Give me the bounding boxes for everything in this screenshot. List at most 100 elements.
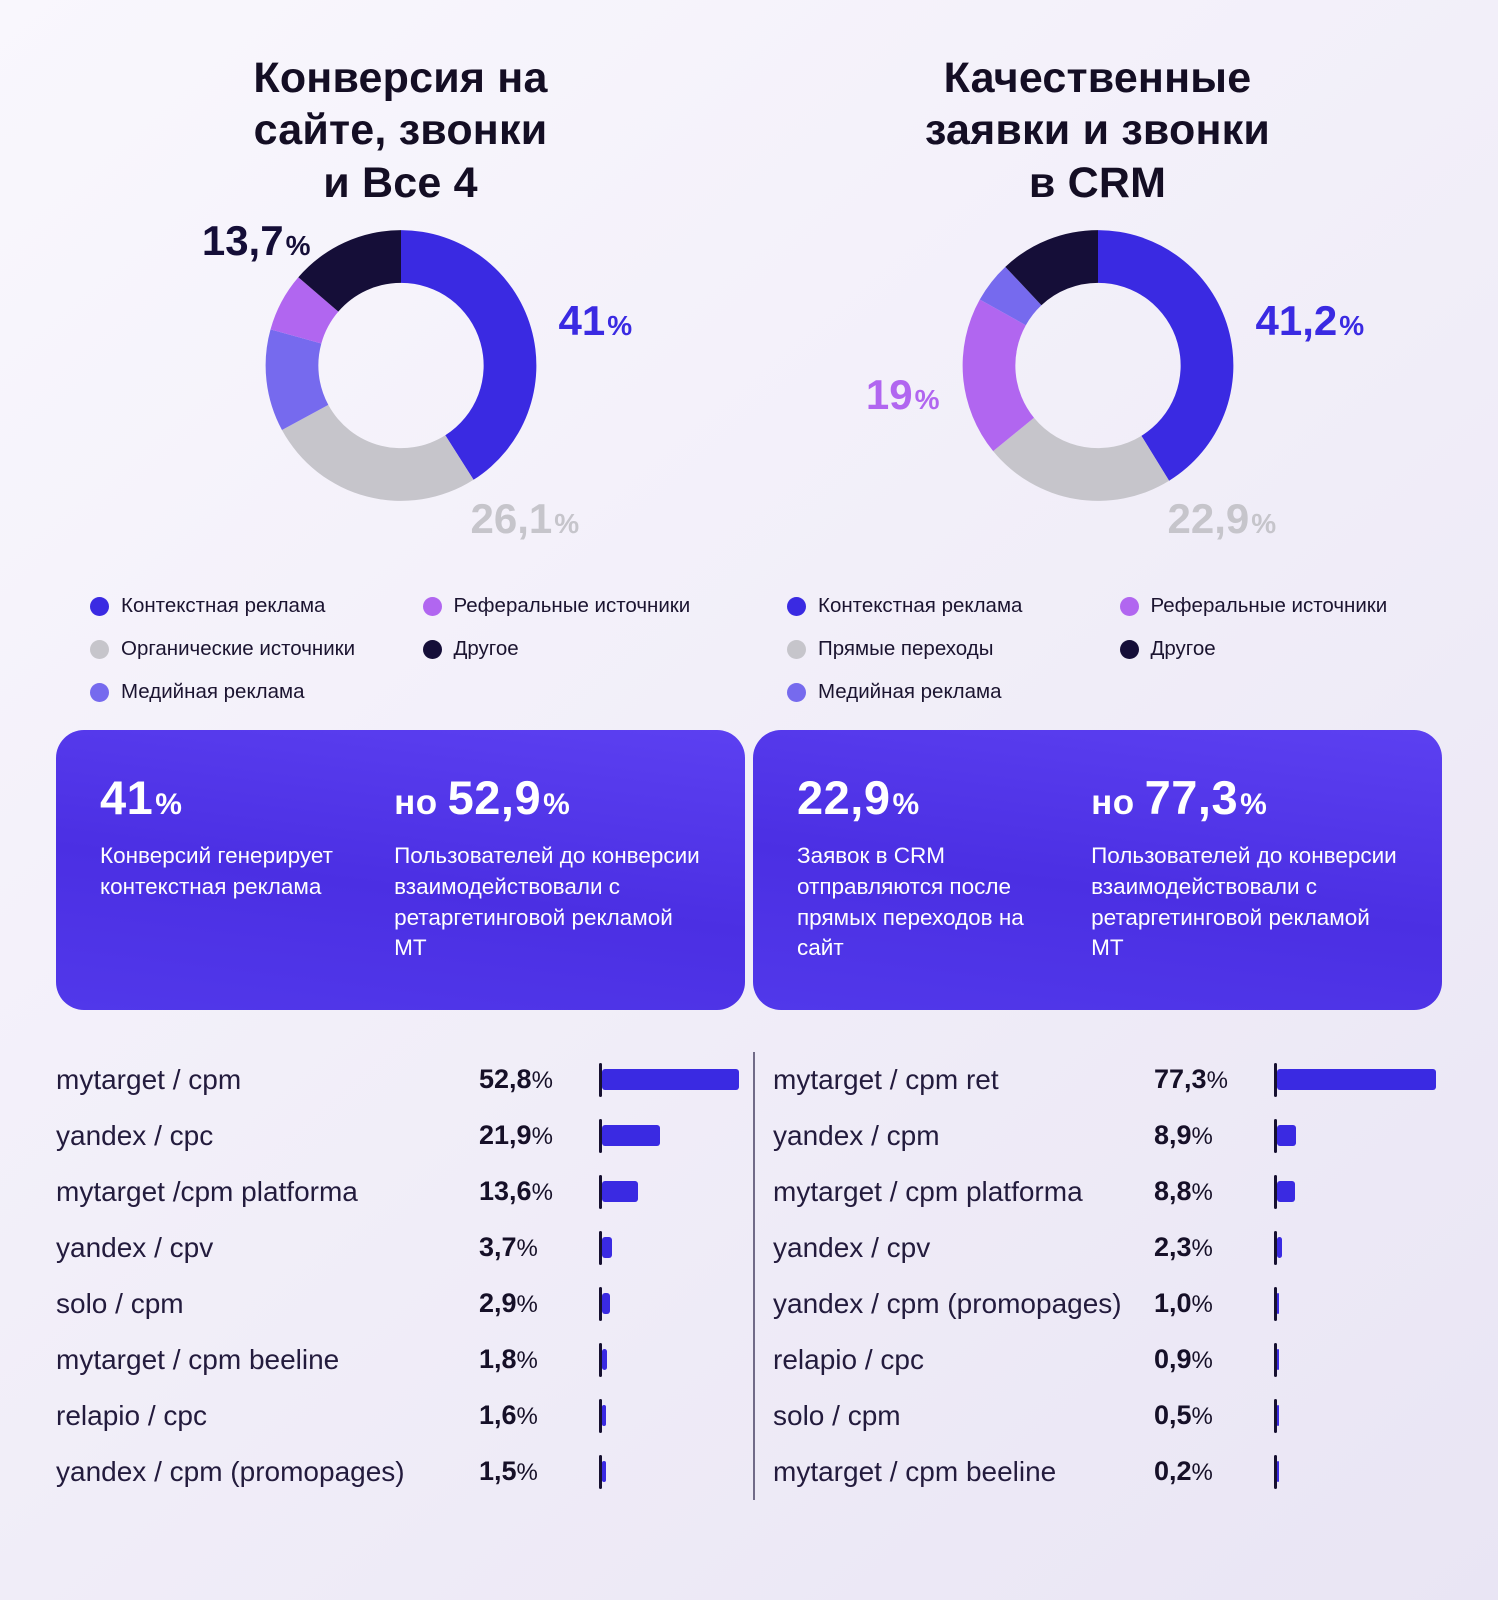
bar-value: 2,9%	[479, 1288, 538, 1319]
donut-segment-1	[992, 418, 1169, 502]
bar-label: yandex / cpm (promopages)	[56, 1456, 405, 1488]
legend-color-dot	[90, 596, 109, 616]
infographic: Конверсия на сайте, звонки и Все 4 41% 26…	[56, 44, 1443, 1500]
bar-value: 1,8%	[479, 1344, 538, 1375]
donut-callout: 22,9%	[1167, 495, 1277, 543]
left-column: Конверсия на сайте, звонки и Все 4 41% 26…	[56, 44, 745, 1500]
legend-item: Другое	[422, 637, 746, 661]
bar-row: mytarget /cpm platforma 13,6%	[56, 1164, 739, 1220]
bar-track	[1274, 1342, 1436, 1377]
donut-segment-3	[270, 277, 338, 344]
bar-label: mytarget / cpm	[56, 1064, 242, 1096]
left-chart-title: Конверсия на сайте, звонки и Все 4	[253, 54, 548, 207]
legend-item: Органические источники	[90, 637, 413, 661]
bar-row: yandex / cpm 8,9%	[773, 1108, 1436, 1164]
bar	[602, 1405, 607, 1427]
bar-row: solo / cpm 2,9%	[56, 1276, 739, 1332]
legend-color-dot	[787, 639, 806, 659]
bar-track	[599, 1062, 739, 1097]
legend-color-dot	[787, 682, 806, 702]
bar-axis-tick	[1274, 1286, 1277, 1321]
left-card-stat1-text: Конверсий генерирует контекстная реклама	[100, 843, 333, 899]
donut-segment-2	[265, 329, 328, 431]
bar	[602, 1293, 610, 1315]
bar	[1277, 1181, 1296, 1203]
donut-segment-1	[281, 405, 474, 502]
bar-value: 21,9%	[479, 1120, 553, 1151]
bar-label: mytarget / cpm ret	[773, 1064, 999, 1096]
bar	[1277, 1125, 1296, 1147]
bar-axis-tick	[1274, 1118, 1277, 1153]
bar-track	[1274, 1174, 1436, 1209]
left-donut-chart: 41% 26,1% 13,7%	[56, 217, 745, 568]
donut-segment-0	[1097, 230, 1233, 482]
legend-label: Реферальные источники	[453, 594, 691, 618]
legend-color-dot	[1119, 639, 1139, 659]
right-donut-svg	[962, 230, 1233, 502]
bar-value: 1,5%	[479, 1456, 538, 1487]
bar-label: relapio / cpc	[56, 1400, 207, 1432]
bar-label: relapio / cpc	[773, 1344, 924, 1376]
donut-callout: 26,1%	[470, 495, 580, 543]
donut-callout: 19%	[865, 371, 940, 419]
legend-label: Реферальные источники	[1150, 594, 1388, 618]
bar	[1277, 1405, 1279, 1427]
bar-row: relapio / cpc 0,9%	[773, 1332, 1436, 1388]
bar	[602, 1349, 607, 1371]
bar-label: yandex / cpm (promopages)	[773, 1288, 1122, 1320]
donut-callout: 41,2%	[1255, 297, 1365, 345]
legend-item: Другое	[1119, 637, 1443, 661]
legend-label: Контекстная реклама	[121, 594, 326, 618]
legend-item: Контекстная реклама	[90, 594, 413, 618]
bar-axis-tick	[599, 1174, 602, 1209]
right-donut-chart: 41,2% 22,9% 19%	[753, 223, 1442, 568]
bar-axis-tick	[1274, 1454, 1277, 1489]
right-chart-title: Качественные заявки и звонки в CRM	[925, 54, 1270, 207]
bar-label: yandex / cpv	[773, 1232, 931, 1264]
bar-label: yandex / cpc	[56, 1120, 214, 1152]
bar-row: yandex / cpv 2,3%	[773, 1220, 1436, 1276]
bar	[1277, 1461, 1279, 1483]
bar-axis-tick	[1274, 1062, 1277, 1097]
legend-label: Контекстная реклама	[818, 594, 1023, 618]
bar-label: solo / cpm	[56, 1288, 184, 1320]
bar-axis-tick	[1274, 1398, 1277, 1433]
legend-label: Прямые переходы	[818, 637, 994, 661]
bar-value: 0,5%	[1154, 1400, 1213, 1431]
legend-label: Другое	[1150, 637, 1216, 661]
left-card-stat1: 41% Конверсий генерирует контекстная рек…	[100, 770, 360, 963]
legend-color-dot	[90, 639, 109, 659]
bar-value: 1,0%	[1154, 1288, 1213, 1319]
left-stat-card: 41% Конверсий генерирует контекстная рек…	[56, 730, 745, 1010]
donut-callout: 41%	[558, 297, 633, 345]
left-card-stat2-text: Пользователей до конверсии взаимодейство…	[394, 843, 700, 961]
bar	[602, 1069, 739, 1091]
bar-value: 13,6%	[479, 1176, 553, 1207]
right-card-stat1-text: Заявок в CRM отправляются после прямых п…	[797, 843, 1024, 961]
bar-track	[599, 1286, 739, 1321]
bar-label: solo / cpm	[773, 1400, 901, 1432]
bar-row: solo / cpm 0,5%	[773, 1388, 1436, 1444]
legend-color-dot	[787, 596, 806, 616]
left-bar-chart: mytarget / cpm 52,8% yandex / cpc 21,9% myta…	[56, 1052, 745, 1500]
bar-row: mytarget / cpm platforma 8,8%	[773, 1164, 1436, 1220]
bar-row: yandex / cpv 3,7%	[56, 1220, 739, 1276]
bar-track	[1274, 1454, 1436, 1489]
bar	[602, 1125, 661, 1147]
bar-row: mytarget / cpm beeline 1,8%	[56, 1332, 739, 1388]
legend-label: Органические источники	[121, 637, 356, 661]
bar-value: 2,3%	[1154, 1232, 1213, 1263]
bar-track	[1274, 1230, 1436, 1265]
bar-value: 3,7%	[479, 1232, 538, 1263]
legend-color-dot	[422, 596, 442, 616]
bar-row: mytarget / cpm ret 77,3%	[773, 1052, 1436, 1108]
bar-row: yandex / cpc 21,9%	[56, 1108, 739, 1164]
legend-item: Контекстная реклама	[787, 594, 1110, 618]
bar-track	[599, 1118, 739, 1153]
bar-track	[1274, 1398, 1436, 1433]
bar-value: 8,8%	[1154, 1176, 1213, 1207]
donut-segment-2	[962, 299, 1034, 452]
legend-color-dot	[90, 682, 109, 702]
bar	[602, 1461, 606, 1483]
bar	[602, 1181, 639, 1203]
